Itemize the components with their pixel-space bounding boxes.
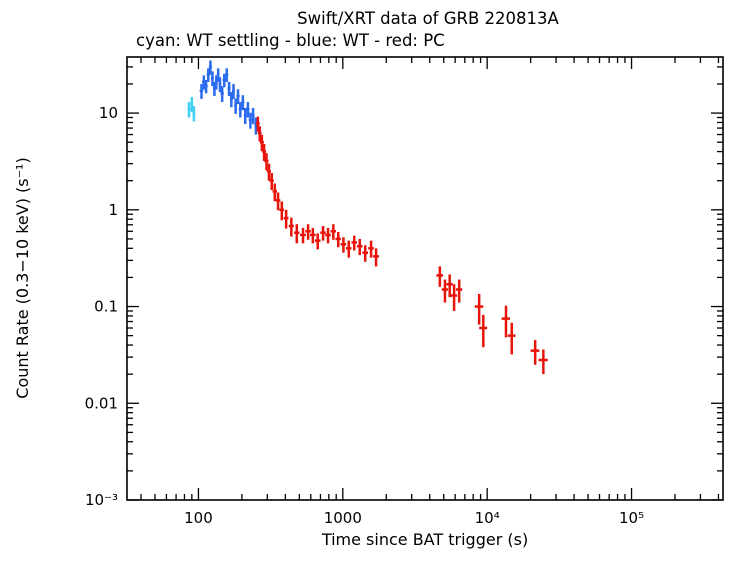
y-axis-label: Count Rate (0.3−10 keV) (s⁻¹) — [13, 157, 32, 398]
chart-title: Swift/XRT data of GRB 220813A — [297, 9, 559, 28]
y-tick-label: 10 — [99, 104, 118, 122]
x-tick-label: 10⁴ — [475, 509, 500, 527]
y-tick-label: 1 — [108, 201, 118, 219]
x-axis-label: Time since BAT trigger (s) — [321, 530, 528, 549]
series-pc — [255, 116, 548, 375]
series-wt-settling — [187, 96, 196, 122]
plot-frame — [126, 56, 724, 501]
y-tick-label: 10⁻³ — [85, 491, 118, 509]
x-tick-label: 100 — [184, 509, 213, 527]
chart-subtitle: cyan: WT settling - blue: WT - red: PC — [136, 31, 445, 50]
series-wt — [199, 60, 258, 135]
plot-area: 100 1000 10⁴ 10⁵ 10⁻³ 0.01 0.1 1 10 — [85, 56, 724, 527]
x-tick-label: 10⁵ — [619, 509, 644, 527]
y-tick-label: 0.01 — [85, 394, 118, 412]
x-tick-label: 1000 — [324, 509, 362, 527]
y-tick-label: 0.1 — [94, 298, 118, 316]
